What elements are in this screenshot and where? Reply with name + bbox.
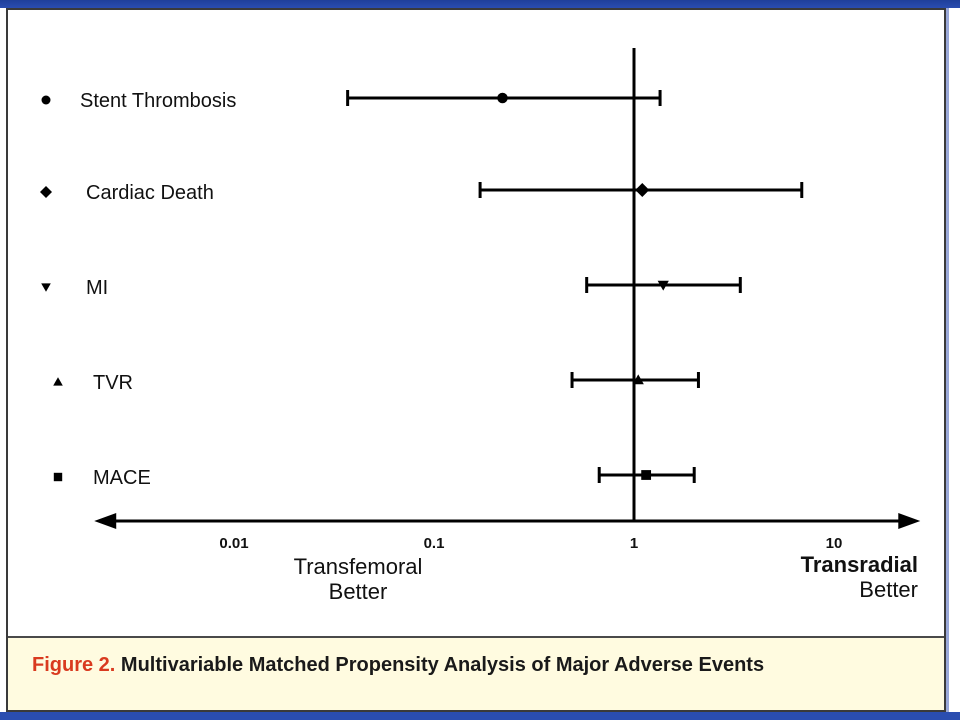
x-tick-label: 0.1 — [424, 535, 445, 552]
row-label: Cardiac Death — [86, 182, 214, 204]
estimate-point — [641, 470, 652, 480]
right-edge-strip — [946, 8, 960, 712]
top-border-band — [0, 0, 960, 8]
caption-label: Figure 2. — [32, 654, 116, 676]
estimate-point — [657, 280, 669, 291]
legend-marker — [53, 377, 63, 386]
legend-marker — [41, 95, 51, 105]
x-tick-label: 10 — [826, 535, 843, 552]
estimate-point — [635, 183, 650, 197]
figure-caption: Figure 2. Multivariable Matched Propensi… — [8, 636, 944, 710]
caption-text: Multivariable Matched Propensity Analysi… — [115, 654, 765, 676]
legend-marker — [40, 186, 52, 198]
row-label: TVR — [93, 372, 133, 394]
x-tick-label: 0.01 — [219, 535, 248, 552]
row-label: MI — [86, 277, 108, 299]
x-tick-label: 1 — [630, 535, 638, 552]
row-label: Stent Thrombosis — [80, 90, 236, 112]
estimate-point — [497, 92, 508, 104]
x-axis-right-arrow — [898, 513, 921, 529]
legend-marker — [41, 283, 51, 292]
figure-frame — [6, 8, 946, 712]
estimate-point — [632, 374, 644, 385]
right-axis-label: Transradial — [801, 552, 918, 577]
right-axis-label: Better — [859, 577, 918, 602]
x-axis-left-arrow — [94, 513, 117, 529]
bottom-border-band — [0, 712, 960, 720]
left-axis-label: Transfemoral — [294, 554, 423, 579]
forest-plot: 0.01 0.1 1 10TransfemoralBetterTransradialB… — [40, 48, 921, 604]
left-axis-label: Better — [329, 579, 388, 604]
legend-marker — [53, 472, 63, 482]
row-label: MACE — [93, 467, 151, 489]
